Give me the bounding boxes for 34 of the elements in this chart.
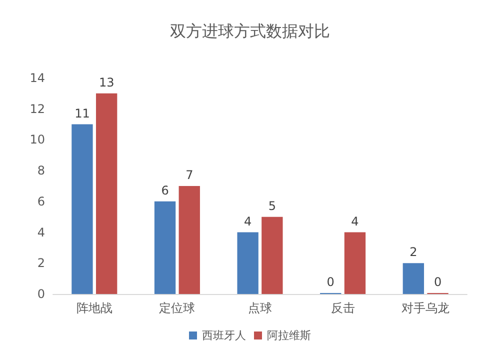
data-label: 0 — [326, 275, 334, 289]
data-label: 4 — [351, 214, 359, 228]
y-tick-label: 12 — [30, 102, 45, 116]
x-tick-label: 阵地战 — [76, 301, 112, 315]
data-label: 13 — [98, 75, 114, 90]
bar — [237, 232, 258, 294]
data-label: 4 — [244, 214, 252, 228]
bar — [72, 124, 93, 294]
y-tick-label: 10 — [30, 132, 45, 147]
x-tick-label: 反击 — [330, 301, 355, 315]
y-tick-label: 4 — [37, 225, 45, 240]
x-tick-label: 点球 — [248, 301, 272, 315]
bar — [344, 232, 366, 294]
y-tick-label: 8 — [37, 164, 45, 178]
y-tick-label: 6 — [37, 194, 45, 208]
y-tick-label: 2 — [37, 256, 45, 270]
bar — [154, 201, 176, 294]
x-tick-label: 对手乌龙 — [402, 301, 450, 315]
legend-label: 西班牙人 — [202, 329, 246, 342]
chart-title: 双方进球方式数据对比 — [170, 22, 330, 40]
data-label: 0 — [434, 275, 442, 289]
bar — [96, 93, 118, 294]
bar — [262, 216, 283, 294]
data-label: 2 — [410, 245, 418, 260]
x-tick-label: 定位球 — [159, 301, 196, 315]
data-label: 7 — [186, 168, 194, 182]
bar — [402, 263, 424, 294]
data-label: 11 — [74, 106, 90, 120]
y-tick-label: 14 — [30, 71, 45, 85]
bar — [178, 186, 200, 294]
data-label: 5 — [268, 198, 276, 213]
data-label: 6 — [161, 183, 169, 198]
legend-label: 阿拉维斯 — [267, 329, 311, 342]
y-tick-label: 0 — [37, 287, 45, 301]
